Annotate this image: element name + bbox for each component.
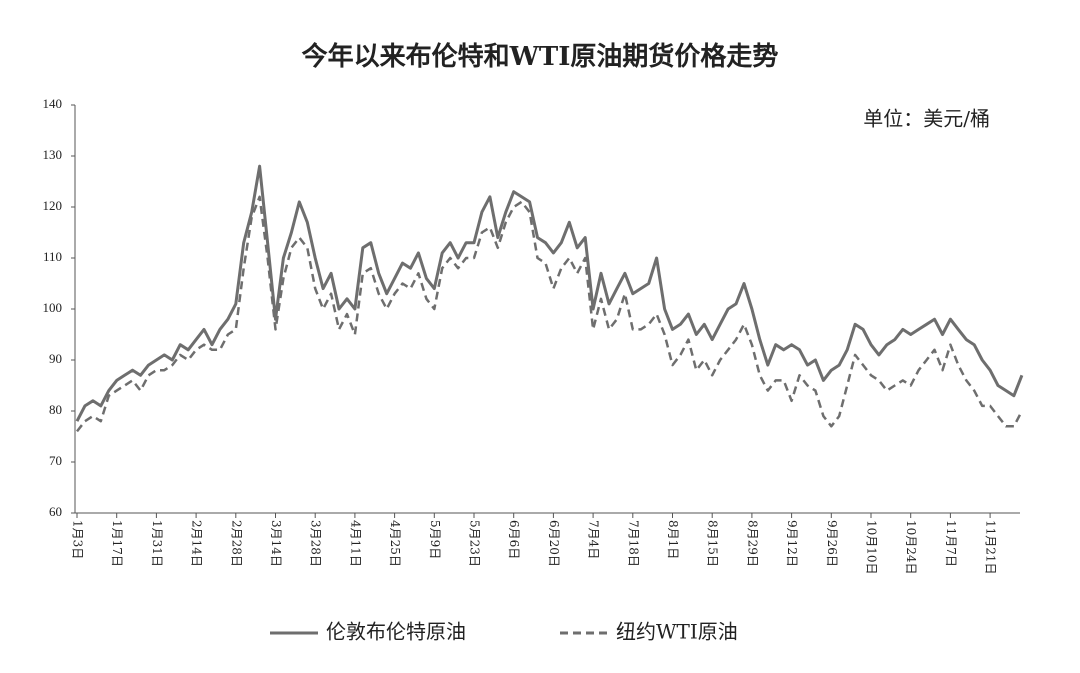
x-tick-label: 8月15日: [706, 520, 720, 567]
x-tick-label: 1月31日: [150, 520, 164, 567]
x-tick-label: 10月24日: [904, 520, 918, 575]
x-tick-label: 9月12日: [785, 520, 799, 567]
y-tick-label: 130: [43, 147, 63, 162]
x-tick-label: 11月7日: [944, 520, 958, 567]
y-tick-label: 60: [49, 504, 62, 519]
x-tick-label: 11月21日: [984, 520, 998, 575]
y-tick-label: 140: [43, 96, 63, 111]
unit-annotation: 单位：美元/桶: [863, 107, 990, 131]
y-tick-label: 70: [49, 453, 62, 468]
x-tick-label: 6月6日: [507, 520, 521, 559]
chart-title: 今年以来布伦特和WTI原油期货价格走势: [302, 41, 779, 72]
series-line: [76, 195, 1024, 433]
x-tick-label: 5月23日: [468, 520, 482, 567]
x-tick-label: 2月28日: [229, 520, 243, 567]
x-tick-label: 10月10日: [865, 520, 879, 575]
x-tick-label: 2月14日: [190, 520, 204, 567]
series-line: [75, 164, 1024, 422]
legend-label: 伦敦布伦特原油: [326, 620, 466, 644]
x-tick-label: 9月26日: [825, 520, 839, 567]
x-tick-label: 3月14日: [269, 520, 283, 567]
legend-label: 纽约WTI原油: [616, 620, 738, 644]
x-tick-label: 1月3日: [71, 520, 85, 559]
y-tick-label: 80: [49, 402, 62, 417]
y-tick-label: 90: [49, 351, 62, 366]
x-tick-label: 1月17日: [110, 520, 124, 567]
x-tick-label: 4月11日: [348, 520, 362, 567]
x-tick-label: 8月1日: [666, 520, 680, 559]
x-tick-label: 7月18日: [626, 520, 640, 567]
x-tick-label: 7月4日: [587, 520, 601, 559]
y-tick-label: 100: [43, 300, 63, 315]
y-tick-label: 110: [43, 249, 62, 264]
y-tick-label: 120: [43, 198, 63, 213]
x-tick-label: 5月9日: [428, 520, 442, 559]
x-tick-label: 3月28日: [309, 520, 323, 567]
x-tick-label: 6月20日: [547, 520, 561, 567]
x-tick-label: 4月25日: [388, 520, 402, 567]
x-tick-label: 8月29日: [745, 520, 759, 567]
